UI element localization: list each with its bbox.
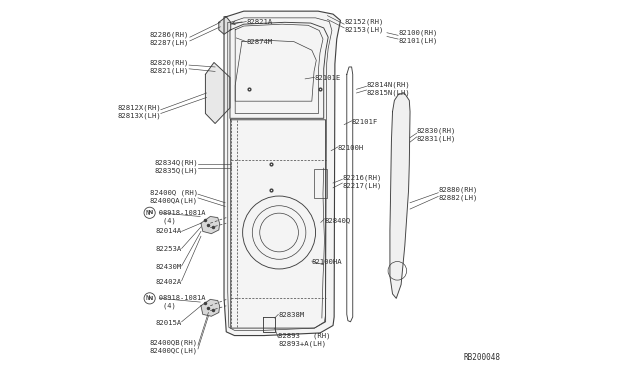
Text: 82430M: 82430M	[156, 264, 182, 270]
Polygon shape	[219, 17, 231, 34]
Text: 82100(RH)
82101(LH): 82100(RH) 82101(LH)	[398, 30, 438, 44]
Text: N: N	[147, 296, 152, 301]
Text: 82880(RH)
82882(LH): 82880(RH) 82882(LH)	[438, 187, 477, 201]
Text: 82830(RH)
82831(LH): 82830(RH) 82831(LH)	[417, 128, 456, 142]
Polygon shape	[205, 62, 230, 124]
Polygon shape	[390, 94, 410, 298]
Text: 82874M: 82874M	[246, 39, 273, 45]
Text: 82152(RH)
82153(LH): 82152(RH) 82153(LH)	[344, 19, 383, 33]
Text: 82820(RH)
82821(LH): 82820(RH) 82821(LH)	[150, 60, 189, 74]
Bar	[314, 169, 327, 198]
Text: 82100HA: 82100HA	[312, 259, 342, 265]
Text: 82893   (RH)
82893+A(LH): 82893 (RH) 82893+A(LH)	[278, 332, 331, 346]
Text: N  08918-1081A
    (4): N 08918-1081A (4)	[146, 295, 205, 309]
Text: 82840Q: 82840Q	[324, 217, 351, 223]
Text: 82812X(RH)
82813X(LH): 82812X(RH) 82813X(LH)	[117, 105, 161, 119]
Text: 82014A: 82014A	[156, 228, 182, 234]
Text: 82100H: 82100H	[338, 145, 364, 151]
Text: N  08918-1081A
    (4): N 08918-1081A (4)	[146, 209, 205, 224]
Text: N: N	[147, 210, 152, 215]
Text: 82101F: 82101F	[351, 119, 378, 125]
Text: 82821A: 82821A	[246, 19, 273, 25]
Text: 82402A: 82402A	[156, 279, 182, 285]
Text: RB200048: RB200048	[463, 353, 500, 362]
Text: 82216(RH)
82217(LH): 82216(RH) 82217(LH)	[342, 174, 381, 189]
Text: 82286(RH)
82287(LH): 82286(RH) 82287(LH)	[150, 32, 189, 46]
Text: 82814N(RH)
82815N(LH): 82814N(RH) 82815N(LH)	[367, 81, 410, 96]
Text: 82015A: 82015A	[156, 320, 182, 326]
Text: 82400QB(RH)
82400QC(LH): 82400QB(RH) 82400QC(LH)	[150, 340, 198, 354]
Polygon shape	[201, 299, 220, 316]
Text: 82838M: 82838M	[278, 312, 305, 318]
Text: 82400Q (RH)
82400QA(LH): 82400Q (RH) 82400QA(LH)	[150, 189, 198, 203]
Text: 82834Q(RH)
82835Q(LH): 82834Q(RH) 82835Q(LH)	[154, 160, 198, 174]
Polygon shape	[201, 217, 220, 234]
Text: 82101E: 82101E	[314, 75, 340, 81]
Text: 82253A: 82253A	[156, 246, 182, 252]
Polygon shape	[224, 11, 340, 336]
